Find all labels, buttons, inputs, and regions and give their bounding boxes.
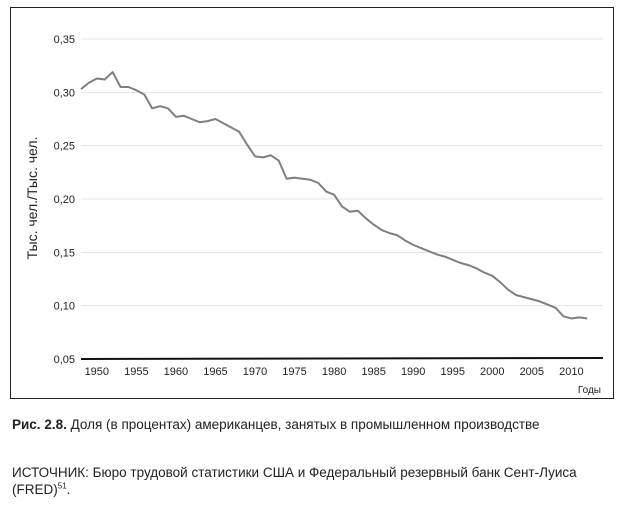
series-line bbox=[80, 71, 588, 320]
x-tick-labels: 1950 1955 1960 1965 1970 1975 1980 1985 1990 1995… bbox=[85, 366, 584, 378]
figure-number: Рис. 2.8. bbox=[12, 417, 67, 432]
y-tick-label: 0,35 bbox=[54, 34, 75, 46]
source-end: . bbox=[66, 482, 71, 497]
x-tick-label: 1970 bbox=[243, 366, 267, 378]
x-axis-label: Годы bbox=[578, 385, 601, 396]
baseline-line bbox=[80, 357, 604, 360]
x-tick-label: 1995 bbox=[440, 366, 464, 378]
y-tick-label: 0,20 bbox=[54, 194, 75, 206]
line-chart: 0,05 0,10 0,15 0,20 0,25 0,30 0,35 1950 1955 196… bbox=[24, 34, 604, 396]
chart-frame: 0,05 0,10 0,15 0,20 0,25 0,30 0,35 1950 1955 196… bbox=[10, 7, 614, 399]
x-tick-label: 1950 bbox=[85, 366, 109, 378]
source-note: ИСТОЧНИК: Бюро трудовой статистики США и… bbox=[12, 464, 616, 498]
y-axis-label: Тыс. чел./Тыс. чел. bbox=[24, 137, 40, 260]
x-tick-label: 1980 bbox=[322, 366, 346, 378]
x-tick-label: 1975 bbox=[282, 366, 306, 378]
source-text: ИСТОЧНИК: Бюро трудовой статистики США и… bbox=[12, 465, 577, 497]
y-tick-label: 0,25 bbox=[54, 141, 75, 153]
x-tick-label: 2010 bbox=[559, 366, 583, 378]
x-tick-label: 1965 bbox=[203, 366, 227, 378]
x-tick-label: 2005 bbox=[520, 366, 544, 378]
source-footnote: 51 bbox=[57, 481, 67, 491]
figure-caption-text: Доля (в процентах) американцев, занятых … bbox=[70, 417, 540, 432]
x-tick-label: 1960 bbox=[164, 366, 188, 378]
figure-caption: Рис. 2.8. Доля (в процентах) американцев… bbox=[12, 416, 612, 433]
x-tick-label: 2000 bbox=[480, 366, 504, 378]
y-tick-labels: 0,05 0,10 0,15 0,20 0,25 0,30 0,35 bbox=[54, 34, 75, 366]
x-tick-label: 1955 bbox=[124, 366, 148, 378]
x-tick-label: 1985 bbox=[361, 366, 385, 378]
x-tick-label: 1990 bbox=[401, 366, 425, 378]
y-tick-label: 0,15 bbox=[54, 247, 75, 259]
y-tick-label: 0,10 bbox=[54, 301, 75, 313]
y-tick-label: 0,30 bbox=[54, 87, 75, 99]
y-tick-label: 0,05 bbox=[54, 354, 75, 366]
grid-lines bbox=[81, 38, 603, 307]
